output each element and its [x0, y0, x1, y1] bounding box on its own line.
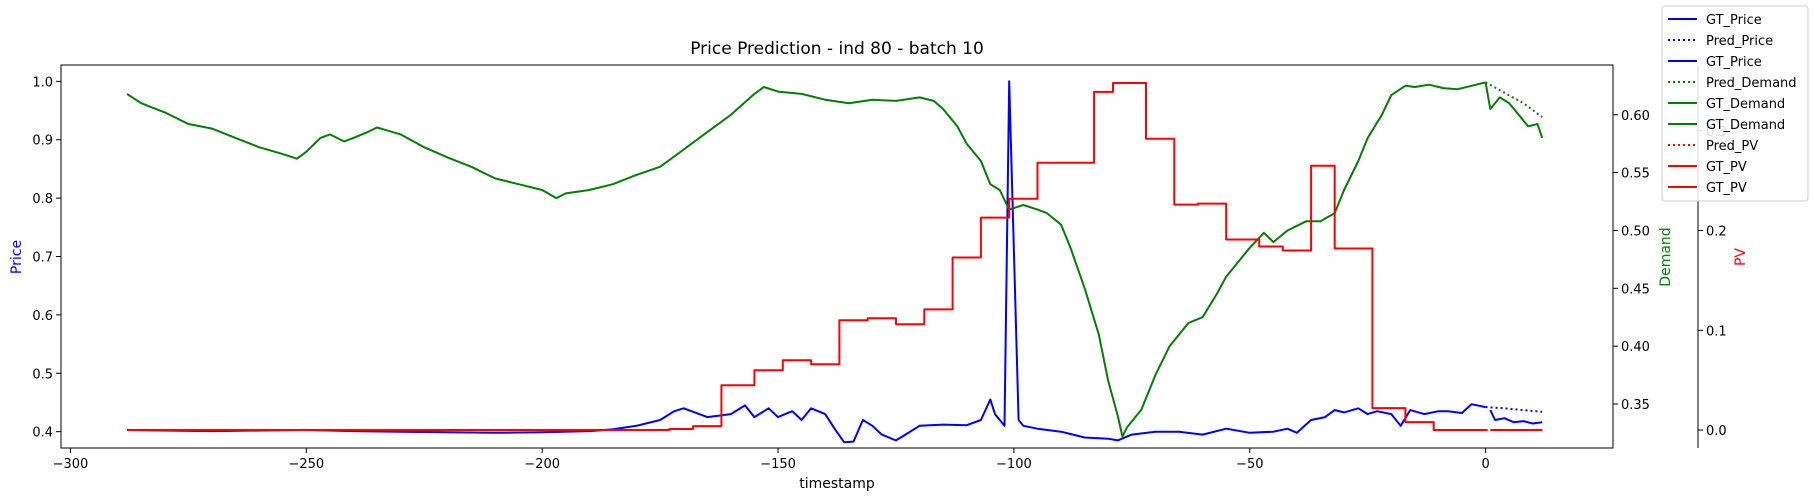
price-tick-label: 0.6	[32, 309, 53, 324]
price-axis-label: Price	[9, 240, 25, 274]
legend-label-7: GT_PV	[1706, 160, 1747, 175]
price-tick-label: 0.9	[32, 134, 53, 149]
x-tick-label: −50	[1236, 457, 1263, 472]
price-tick-label: 0.5	[32, 367, 53, 382]
legend-label-0: GT_Price	[1706, 13, 1762, 28]
x-tick-label: 0	[1481, 457, 1489, 472]
pv-tick-label: 0.1	[1706, 324, 1727, 339]
pv-tick-label: 0.0	[1706, 424, 1727, 439]
demand-tick-label: 0.45	[1621, 282, 1650, 297]
x-tick-label: −150	[760, 457, 796, 472]
x-axis-label: timestamp	[799, 476, 875, 492]
x-tick-label: −200	[524, 457, 560, 472]
legend-label-8: GT_PV	[1706, 181, 1747, 196]
demand-axis-label: Demand	[1658, 227, 1674, 286]
legend-label-2: GT_Price	[1706, 55, 1762, 70]
price-tick-label: 0.8	[32, 192, 53, 207]
demand-tick-label: 0.55	[1621, 167, 1650, 182]
legend-label-6: Pred_PV	[1706, 139, 1758, 154]
series-line-4	[1485, 81, 1543, 118]
demand-tick-label: 0.40	[1621, 340, 1650, 355]
legend-box	[1661, 5, 1809, 202]
legend-label-4: GT_Demand	[1706, 97, 1785, 112]
series-line-5	[1484, 82, 1544, 139]
pv-axis-label: PV	[1733, 248, 1749, 266]
series-line-6	[127, 82, 1486, 431]
demand-tick-label: 0.50	[1621, 224, 1650, 239]
pv-tick-label: 0.2	[1706, 225, 1727, 240]
legend-label-1: Pred_Price	[1706, 34, 1773, 49]
chart-title: Price Prediction - ind 80 - batch 10	[690, 39, 984, 59]
x-tick-label: −300	[53, 457, 89, 472]
series-line-3	[126, 81, 1486, 438]
x-tick-label: −250	[288, 457, 324, 472]
x-tick-label: −100	[996, 457, 1032, 472]
price-tick-label: 0.7	[32, 251, 53, 266]
demand-tick-label: 0.35	[1621, 398, 1650, 413]
series-line-2	[1489, 409, 1543, 425]
price-tick-label: 1.0	[32, 75, 53, 90]
price-tick-label: 0.4	[32, 426, 53, 441]
demand-tick-label: 0.60	[1621, 109, 1650, 124]
series-layer	[126, 80, 1544, 444]
legend: GT_Price Pred_Price GT_Price Pred_Demand GT_…	[1661, 5, 1809, 202]
legend-label-3: Pred_Demand	[1706, 76, 1797, 91]
series-line-1	[1485, 406, 1543, 413]
ticks-layer: −300 −250 −200 −150 −100 −50 0 0.4 0.5 0.6 0.7 0.8 0…	[32, 75, 1726, 472]
series-line-0	[126, 80, 1486, 444]
plot-frame	[60, 64, 1614, 449]
legend-label-5: GT_Demand	[1706, 118, 1785, 133]
